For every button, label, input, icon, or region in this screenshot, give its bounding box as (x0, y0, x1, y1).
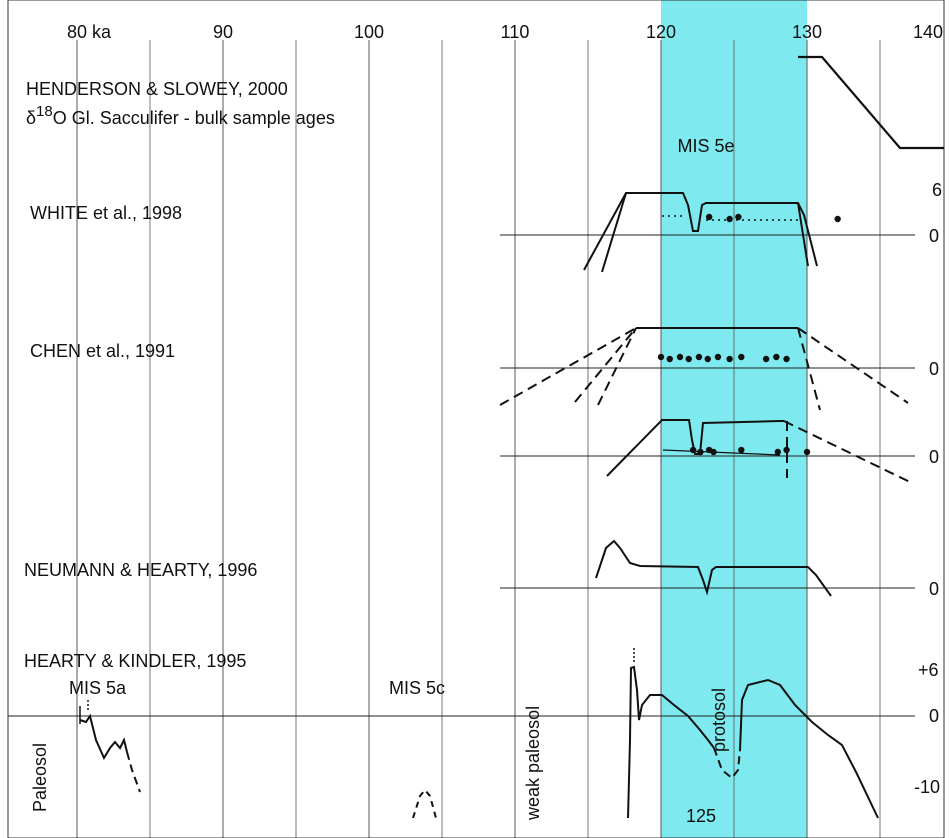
annotation-mis-5a: MIS 5a (69, 678, 127, 698)
scale-label-white-0: 0 (929, 226, 939, 246)
white-ramp-right (797, 202, 809, 267)
x-tick-140: 140 (913, 22, 943, 42)
vertical-gridlines (76, 40, 881, 838)
neumann-curve (595, 539, 832, 597)
subtitle-text: O Gl. Sacculifer - bulk sample ages (53, 108, 335, 128)
delta-symbol: δ (26, 108, 36, 128)
white-sample-0 (705, 213, 713, 221)
hearty-markers (79, 648, 635, 724)
chen-sample-9 (762, 355, 770, 363)
chen-sample-0 (657, 353, 665, 361)
annotation-weak-paleosol: weak paleosol (523, 706, 543, 821)
scale-label-chen-0a: 0 (929, 359, 939, 379)
hearty-curve (79, 665, 879, 819)
scale-label-hearty-plus6: +6 (918, 660, 939, 680)
chen-sample-11 (783, 355, 790, 363)
scale-label-hearty-0: 0 (929, 706, 939, 726)
hearty-protosol-dash (713, 747, 741, 780)
chen-lower-ramp-a (783, 420, 913, 484)
x-tick-100: 100 (354, 22, 384, 42)
hearty-right-trace (739, 678, 879, 819)
chen-lower-sample-1 (697, 448, 704, 456)
x-tick-120: 120 (646, 22, 676, 42)
annotation-protosol: protosol (709, 688, 729, 752)
chen-lower-samples (689, 446, 811, 456)
chen-ramp-3 (597, 327, 637, 406)
band-bottom-label: 125 (686, 806, 716, 826)
chen-dashed-ramps (499, 327, 909, 411)
chen-lower-sample-7 (803, 448, 811, 456)
chen-ramp-5 (797, 327, 909, 404)
hearty-5c-dash (412, 788, 437, 819)
chen-samples (657, 353, 790, 363)
chart-frame (7, 0, 945, 838)
scale-label-hearty-minus10: -10 (914, 777, 940, 797)
chen-ramp-1 (499, 327, 637, 406)
hearty-5a-trace (79, 713, 128, 761)
x-tick-110: 110 (501, 22, 530, 42)
white-sample-3 (834, 215, 841, 223)
white-samples (705, 213, 841, 223)
chen-sample-7 (726, 355, 733, 363)
chen-lower-sample-3 (710, 448, 717, 456)
scale-label-neumann-0: 0 (929, 579, 939, 599)
scale-label-white-6: 6 (932, 180, 942, 200)
white-sample-links (662, 215, 800, 221)
chen-sample-2 (676, 353, 684, 361)
chen-curve-lower (606, 419, 784, 477)
white-sample-1 (726, 215, 733, 223)
x-tick-130: 130 (792, 22, 822, 42)
band-label-mis-5e: MIS 5e (677, 136, 734, 156)
panel-title-chen: CHEN et al., 1991 (30, 341, 175, 361)
chen-lower-dashed (783, 420, 913, 484)
scale-label-chen-0b: 0 (929, 447, 939, 467)
x-tick-labels: 80 ka 90 100 110 120 130 140 (67, 22, 943, 42)
chen-lower-link (662, 449, 781, 456)
chen-sample-4 (695, 353, 703, 361)
white-curve (583, 192, 818, 273)
panel-baselines (8, 234, 915, 717)
x-tick-90: 90 (213, 22, 233, 42)
panel-title-hearty-kindler: HEARTY & KINDLER, 1995 (24, 651, 246, 671)
white-ramp-left (601, 192, 627, 273)
panel-title-neumann-hearty: NEUMANN & HEARTY, 1996 (24, 560, 257, 580)
hearty-5a-dash (126, 751, 141, 793)
white-plateau-left (583, 192, 818, 271)
chen-lower-sample-5 (774, 448, 781, 456)
chen-sample-10 (773, 353, 780, 361)
chen-lower-sample-0 (689, 446, 697, 454)
chen-lower-sample-6 (783, 446, 790, 454)
white-sample-2 (735, 213, 742, 221)
henderson-trace (798, 55, 944, 150)
panel-title-white: WHITE et al., 1998 (30, 203, 182, 223)
x-tick-80: 80 ka (67, 22, 112, 42)
superscript-18: 18 (36, 103, 53, 120)
chen-sample-5 (704, 355, 711, 363)
annotation-paleosol: Paleosol (30, 743, 50, 812)
hearty-main-trace (627, 665, 715, 819)
chen-lower-left (606, 419, 784, 477)
chen-sample-1 (666, 355, 673, 363)
chen-sample-8 (738, 353, 745, 361)
chen-ramp-4 (797, 327, 821, 411)
panel-subtitle-henderson-slowey: δ18O Gl. Sacculifer - bulk sample ages (26, 103, 335, 128)
chen-sample-6 (714, 353, 722, 361)
panel-title-henderson-slowey: HENDERSON & SLOWEY, 2000 (26, 79, 288, 99)
chen-lower-sample-4 (738, 446, 745, 454)
chen-ramp-2 (574, 327, 637, 403)
chen-sample-3 (685, 355, 692, 363)
annotation-mis-5c: MIS 5c (389, 678, 445, 698)
